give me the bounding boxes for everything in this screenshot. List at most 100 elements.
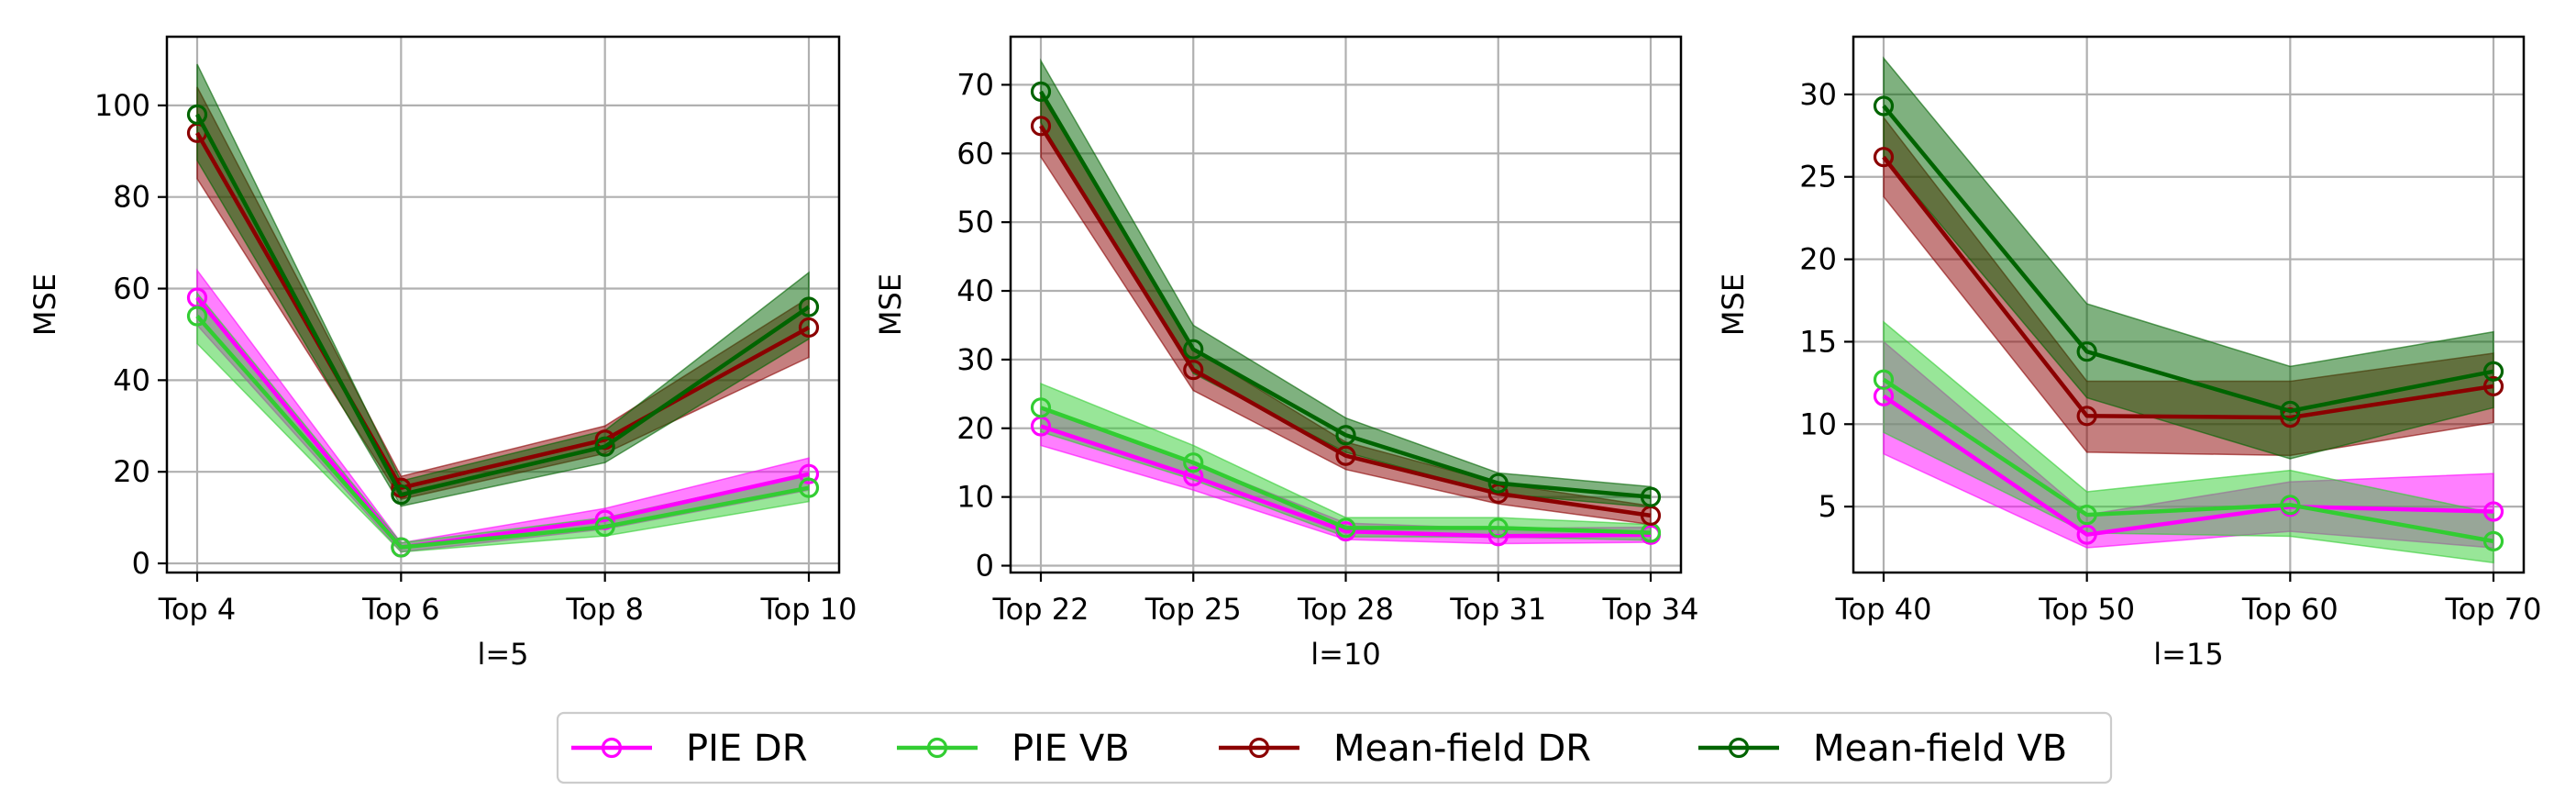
series-line-mean-field-vb — [1882, 105, 2494, 414]
series-line-mean-field-vb — [195, 113, 811, 497]
y-axis-label: MSE — [873, 273, 908, 336]
y-tick-label: 30 — [1799, 77, 1837, 112]
data-point-mean-field-vb — [1873, 95, 1895, 117]
data-point-mean-field-dr — [1183, 360, 1204, 381]
data-point-pie-dr — [2482, 501, 2504, 522]
legend-label-mean-field-dr: Mean-field DR — [1333, 728, 1591, 770]
legend-marker-mean-field-dr — [1248, 737, 1270, 759]
x-tick-label: Top 10 — [760, 592, 857, 627]
y-tick-label: 20 — [113, 454, 150, 489]
x-axis-label: l=10 — [1310, 637, 1380, 672]
y-tick-label: 40 — [113, 362, 150, 397]
x-tick-label: Top 60 — [2241, 592, 2338, 627]
x-tick-label: Top 50 — [2038, 592, 2135, 627]
confidence-band-mean-field-vb — [1883, 56, 2494, 460]
data-point-mean-field-dr — [798, 317, 820, 339]
data-point-pie-dr — [2076, 524, 2097, 545]
series-line-mean-field-dr — [1039, 125, 1652, 518]
data-point-pie-vb — [186, 306, 208, 327]
legend-label-mean-field-vb: Mean-field VB — [1813, 728, 2067, 770]
data-point-pie-vb — [1183, 452, 1204, 473]
chart-panel-1: Top 4 Top 6 Top 8 Top 10 0 20 40 60 80 100 l=5 MSE — [28, 35, 857, 672]
data-point-pie-dr — [1183, 466, 1204, 487]
data-point-mean-field-dr — [1873, 147, 1895, 168]
data-point-pie-vb — [1030, 397, 1052, 418]
x-tick-label: Top 4 — [158, 592, 237, 627]
x-tick-label: Top 25 — [1144, 592, 1242, 627]
x-tick-label: Top 22 — [992, 592, 1089, 627]
y-tick-label: 20 — [956, 411, 994, 446]
x-tick-label: Top 31 — [1449, 592, 1546, 627]
data-point-pie-vb — [2076, 505, 2097, 526]
legend-label-pie-vb: PIE VB — [1012, 728, 1130, 770]
y-tick-label: 70 — [956, 67, 994, 102]
x-tick-label: Top 28 — [1297, 592, 1394, 627]
data-point-pie-vb — [2482, 530, 2504, 551]
legend-marker-pie-dr — [601, 737, 623, 759]
chart-panel-3: Top 40 Top 50 Top 60 Top 70 5 10 15 20 25 30 l=15 M… — [1716, 35, 2542, 672]
data-point-mean-field-vb — [1030, 81, 1052, 102]
plot-frame — [1852, 35, 2526, 574]
data-point-mean-field-dr — [2482, 375, 2504, 397]
data-point-mean-field-vb — [186, 104, 208, 125]
data-point-mean-field-vb — [391, 484, 412, 506]
data-point-mean-field-vb — [1183, 339, 1204, 360]
y-tick-label: 5 — [1819, 489, 1837, 524]
series-line-pie-vb — [195, 314, 810, 550]
y-tick-label: 0 — [976, 549, 994, 584]
y-tick-label: 0 — [132, 546, 150, 581]
y-tick-label: 15 — [1799, 324, 1837, 359]
data-point-pie-vb — [2280, 495, 2301, 516]
data-point-pie-vb — [1873, 369, 1895, 390]
y-tick-label: 60 — [113, 272, 150, 306]
legend-marker-mean-field-vb — [1728, 737, 1750, 759]
data-point-mean-field-dr — [1030, 116, 1052, 137]
data-point-mean-field-dr — [1335, 445, 1356, 466]
x-tick-label: Top 8 — [565, 592, 644, 627]
series-line-pie-dr — [1040, 424, 1652, 539]
y-tick-label: 20 — [1799, 242, 1837, 277]
data-point-mean-field-vb — [2076, 341, 2097, 362]
y-tick-label: 50 — [956, 205, 994, 239]
series-line-pie-dr — [1882, 394, 2494, 537]
y-tick-label: 30 — [956, 342, 994, 377]
legend-marker-pie-vb — [926, 737, 948, 759]
y-tick-label: 100 — [94, 88, 150, 123]
x-tick-label: Top 6 — [361, 592, 440, 627]
data-point-pie-vb — [1335, 517, 1356, 539]
data-point-mean-field-vb — [2482, 361, 2504, 382]
legend-box — [556, 711, 2113, 784]
y-tick-label: 60 — [956, 136, 994, 171]
x-tick-label: Top 40 — [1835, 592, 1932, 627]
y-tick-label: 10 — [956, 480, 994, 515]
y-tick-label: 40 — [956, 273, 994, 308]
data-point-pie-vb — [1487, 517, 1509, 539]
series-line-pie-dr — [195, 296, 810, 550]
y-tick-label: 10 — [1799, 406, 1837, 441]
data-point-mean-field-vb — [1640, 486, 1662, 507]
data-point-pie-dr — [798, 463, 820, 484]
y-tick-label: 25 — [1799, 160, 1837, 195]
data-point-pie-vb — [391, 537, 412, 558]
data-point-mean-field-vb — [1335, 425, 1356, 446]
data-point-mean-field-vb — [594, 436, 615, 457]
data-point-mean-field-vb — [798, 296, 820, 317]
series-line-pie-vb — [1040, 406, 1652, 535]
y-axis-label: MSE — [28, 273, 62, 336]
data-point-pie-vb — [594, 516, 615, 538]
plot-frame — [165, 35, 841, 574]
x-axis-label: l=5 — [477, 637, 528, 672]
data-point-mean-field-vb — [2280, 400, 2301, 422]
y-axis-label: MSE — [1716, 273, 1751, 336]
x-tick-label: Top 34 — [1602, 592, 1699, 627]
legend-label-pie-dr: PIE DR — [686, 728, 808, 770]
legend: PIE DR PIE VB Mean-field DR Mean-field VB — [556, 711, 2113, 784]
series-line-mean-field-dr — [195, 131, 811, 490]
data-point-mean-field-dr — [2076, 406, 2097, 427]
data-point-pie-vb — [798, 477, 820, 498]
chart-panel-2: Top 22 Top 25 Top 28 Top 31 Top 34 0 10 20 30 40 5… — [873, 35, 1699, 672]
series-line-mean-field-dr — [1882, 155, 2494, 420]
x-tick-label: Top 70 — [2445, 592, 2542, 627]
series-line-mean-field-vb — [1039, 90, 1652, 499]
